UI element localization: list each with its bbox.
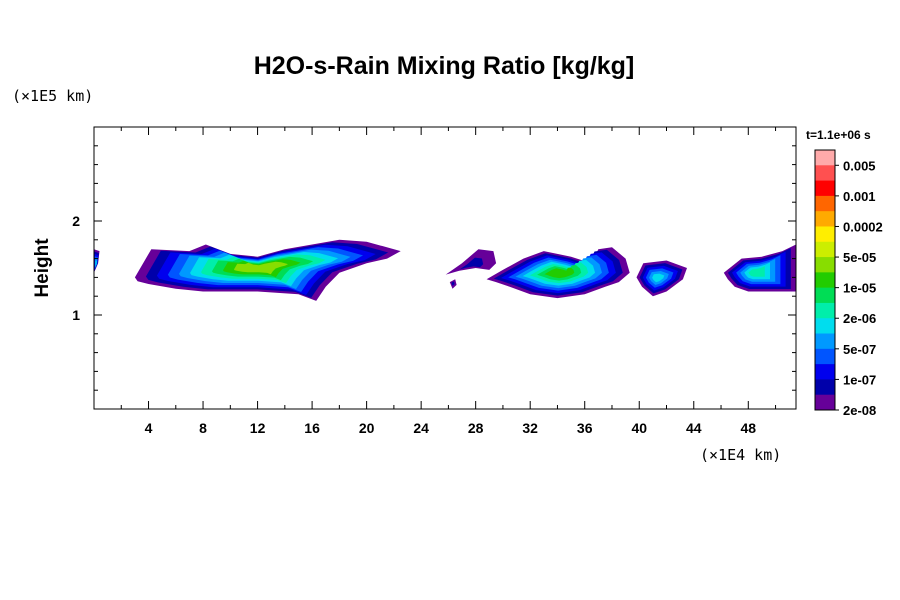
cloud-layer [94, 239, 796, 301]
cloud-region [94, 249, 100, 287]
colorbar-swatch [815, 318, 835, 335]
colorbar: 0.005 0.001 0.0002 5e-05 1e-05 2e-06 5e-07 1e-0… [814, 149, 883, 418]
contour-level [748, 266, 765, 277]
cloud-region [445, 249, 497, 275]
contour-level [234, 261, 288, 275]
colorbar-label: 1e-05 [843, 281, 876, 296]
colorbar-swatch [815, 348, 835, 365]
colorbar-swatch [815, 302, 835, 319]
x-tick-label: 4 [145, 420, 153, 436]
time-label: t=1.1e+06 s [806, 128, 871, 142]
contour-level [544, 267, 575, 279]
colorbar-swatch [815, 287, 835, 304]
cloud-region [486, 247, 630, 299]
x-tick-label: 20 [359, 420, 375, 436]
colorbar-swatch [815, 226, 835, 243]
colorbar-label: 2e-06 [843, 311, 876, 326]
colorbar-label: 0.0002 [843, 219, 883, 234]
colorbar-swatch [815, 211, 835, 227]
colorbar-label: 5e-07 [843, 342, 876, 357]
colorbar-swatch [815, 379, 835, 396]
x-tick-label: 24 [413, 420, 429, 436]
x-tick-label: 40 [631, 420, 647, 436]
colorbar-frame [814, 149, 836, 411]
colorbar-swatch [815, 394, 835, 411]
colorbar-label: 1e-07 [843, 372, 876, 387]
contour-level [451, 281, 455, 286]
x-tick-label: 28 [468, 420, 484, 436]
contour-level [652, 273, 665, 283]
colorbar-swatch [815, 165, 835, 182]
colorbar-swatch [815, 364, 835, 380]
colorbar-label: 2e-08 [843, 403, 876, 418]
y-axis-label: Height [32, 238, 53, 298]
x-axis-unit: (×1E4 km) [700, 446, 781, 464]
colorbar-swatch [815, 180, 835, 197]
y-axis-unit: (×1E5 km) [12, 87, 93, 105]
colorbar-swatch [815, 150, 835, 166]
x-tick-label: 48 [741, 420, 757, 436]
cloud-region [134, 239, 401, 301]
x-tick-label: 36 [577, 420, 593, 436]
contour-level [459, 257, 484, 270]
cloud-region [449, 279, 457, 289]
colorbar-swatch [815, 241, 835, 258]
colorbar-swatch [815, 257, 835, 273]
colorbar-label: 5e-05 [843, 250, 876, 265]
colorbar-label: 0.005 [843, 158, 876, 173]
contour-level [95, 260, 97, 270]
x-tick-label: 32 [522, 420, 538, 436]
colorbar-swatch [815, 333, 835, 350]
colorbar-swatch [815, 272, 835, 289]
plot-area [93, 126, 797, 410]
y-tick-label: 2 [72, 213, 80, 229]
colorbar-swatch [815, 195, 835, 212]
x-tick-label: 12 [250, 420, 266, 436]
colorbar-label: 0.001 [843, 189, 876, 204]
x-tick-label: 8 [199, 420, 207, 436]
x-tick-label: 16 [304, 420, 320, 436]
y-tick-label: 1 [72, 307, 80, 323]
x-tick-label: 44 [686, 420, 702, 436]
cloud-region [636, 260, 687, 297]
chart-title: H2O-s-Rain Mixing Ratio [kg/kg] [254, 52, 635, 80]
cloud-region [723, 244, 796, 292]
